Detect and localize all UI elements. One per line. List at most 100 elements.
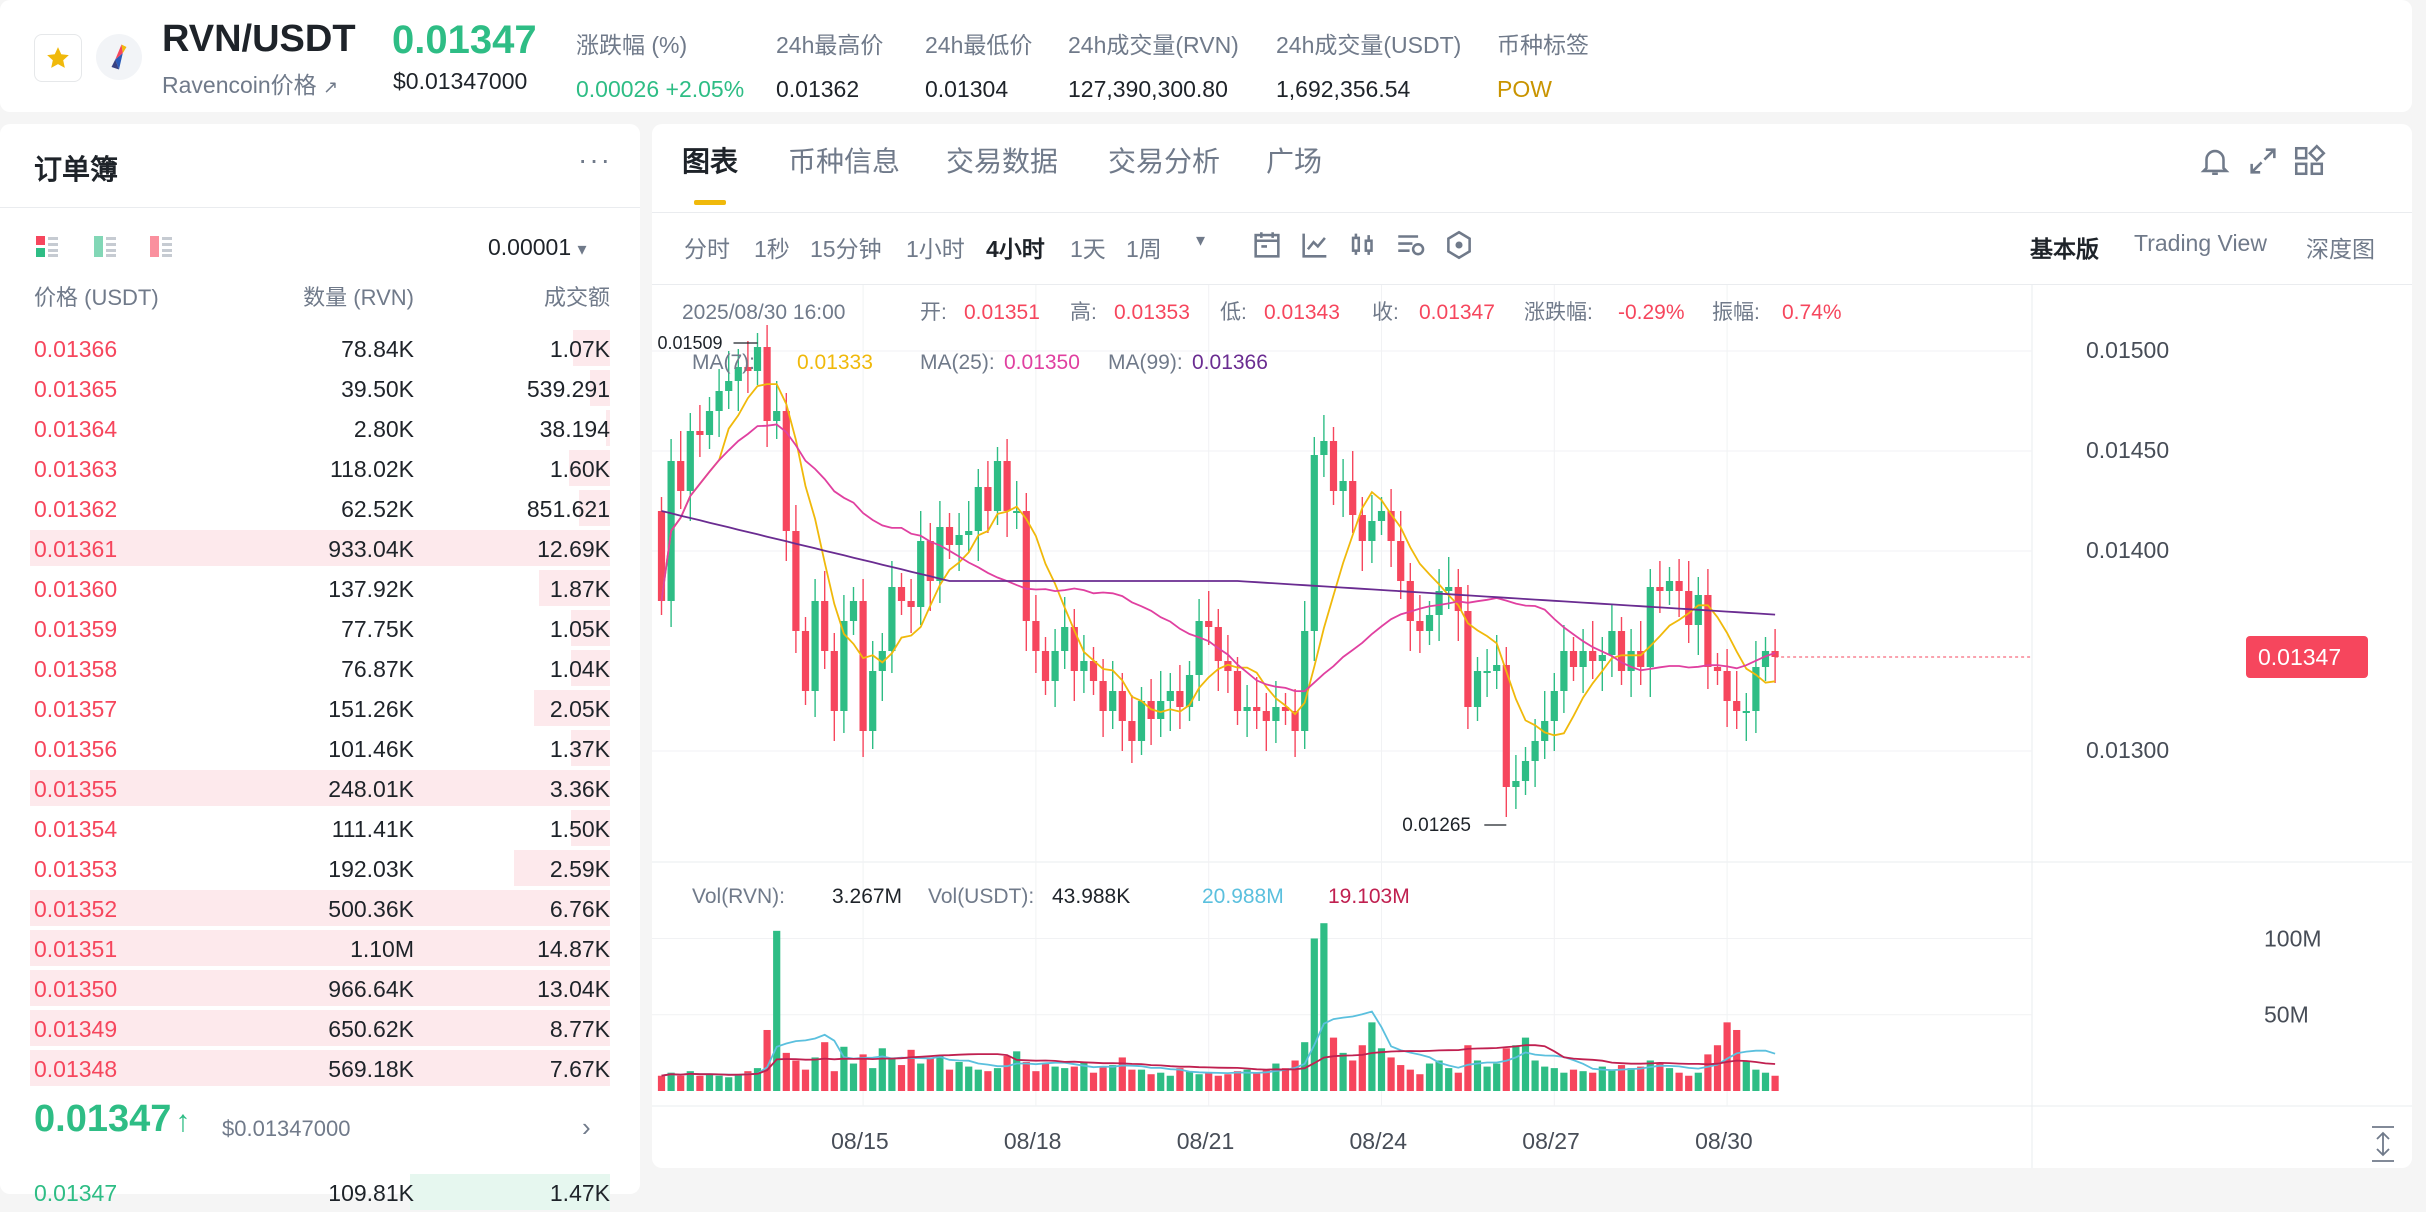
hexagon-settings-icon[interactable]	[1442, 228, 1476, 262]
candle-body	[1185, 675, 1194, 707]
active-tab-indicator	[694, 200, 726, 205]
volume-bar	[1349, 1060, 1357, 1091]
ask-row[interactable]: 0.01361 933.04K 12.69K	[0, 528, 640, 568]
ask-row[interactable]: 0.01362 62.52K 851.621	[0, 488, 640, 528]
volume-bar	[1147, 1074, 1155, 1091]
candle-body	[1329, 441, 1338, 491]
timeframe-3[interactable]: 1小时	[906, 236, 965, 262]
view-2[interactable]: 深度图	[2306, 236, 2375, 262]
ask-row[interactable]: 0.01365 39.50K 539.291	[0, 368, 640, 408]
tab-0[interactable]: 图表	[682, 146, 739, 177]
candle-body	[821, 601, 829, 651]
timeframe-4[interactable]: 4小时	[986, 236, 1045, 262]
candle-body	[1032, 621, 1040, 651]
more-options-button[interactable]: ···	[578, 144, 612, 175]
volume-bar	[1185, 1071, 1194, 1091]
ask-row[interactable]: 0.01366 78.84K 1.07K	[0, 328, 640, 368]
timeframe-2[interactable]: 15分钟	[810, 236, 882, 262]
volume-bar	[792, 1060, 800, 1091]
ask-row[interactable]: 0.01356 101.46K 1.37K	[0, 728, 640, 768]
tab-3[interactable]: 交易分析	[1108, 146, 1221, 177]
candle-body	[1118, 691, 1126, 721]
volume-bar	[1752, 1069, 1760, 1091]
tab-1[interactable]: 币种信息	[788, 146, 901, 177]
volume-bar	[888, 1057, 896, 1091]
bell-icon[interactable]	[2198, 144, 2232, 178]
timeframe-0[interactable]: 分时	[684, 236, 730, 262]
line-chart-icon[interactable]	[1298, 228, 1332, 262]
orderbook-bids-icon[interactable]	[94, 236, 116, 258]
ask-row[interactable]: 0.01363 118.02K 1.60K	[0, 448, 640, 488]
chart-settings-icon[interactable]	[1394, 228, 1428, 262]
volume-bar	[1416, 1074, 1424, 1091]
candle-body	[993, 461, 1002, 511]
volume-bar	[1243, 1069, 1251, 1091]
volume-bar	[686, 1071, 694, 1091]
ask-row[interactable]: 0.01352 500.36K 6.76K	[0, 888, 640, 928]
volume-bar	[1041, 1063, 1050, 1091]
ask-row[interactable]: 0.01351 1.10M 14.87K	[0, 928, 640, 968]
indicator-calendar-icon[interactable]	[1250, 228, 1284, 262]
ask-total: 38.194	[539, 416, 610, 442]
ask-row[interactable]: 0.01354 111.41K 1.50K	[0, 808, 640, 848]
timeframe-more-button[interactable]: ▾	[1196, 230, 1206, 250]
volume-bar	[1579, 1071, 1587, 1091]
date-tick-label: 08/27	[1522, 1128, 1580, 1154]
orderbook-both-icon[interactable]	[36, 236, 58, 258]
view-1[interactable]: Trading View	[2134, 230, 2267, 256]
ask-row[interactable]: 0.01364 2.80K 38.194	[0, 408, 640, 448]
kline-chart[interactable]: 0.01509 0.01265 0.01500 0.01450 0.01400 0.013…	[652, 285, 2412, 1168]
candle-body	[792, 531, 800, 631]
expand-icon[interactable]	[2246, 144, 2280, 178]
candle-body	[965, 531, 973, 535]
ask-price: 0.01358	[34, 656, 118, 682]
ask-row[interactable]: 0.01355 248.01K 3.36K	[0, 768, 640, 808]
ask-price: 0.01364	[34, 416, 118, 442]
orderbook-title: 订单簿	[34, 154, 119, 185]
tab-4[interactable]: 广场	[1266, 146, 1323, 177]
volume-bar	[1713, 1045, 1722, 1091]
vol-rvn-value: 3.267M	[832, 885, 902, 908]
stat-value: 0.01362	[776, 76, 860, 102]
bid-row[interactable]: 0.01347 109.81K 1.47K	[0, 1172, 640, 1212]
ask-row[interactable]: 0.01349 650.62K 8.77K	[0, 1008, 640, 1048]
volume-bar	[897, 1065, 906, 1091]
depth-bar	[30, 1050, 610, 1086]
orderbook-asks-icon[interactable]	[150, 236, 172, 258]
candle-body	[1061, 627, 1069, 651]
timeframe-6[interactable]: 1周	[1126, 236, 1162, 262]
coin-price-link[interactable]: Ravencoin价格 ↗	[162, 66, 338, 100]
ask-row[interactable]: 0.01357 151.26K 2.05K	[0, 688, 640, 728]
candle-body	[974, 487, 982, 531]
view-0[interactable]: 基本版	[2030, 236, 2099, 262]
candle-body	[1704, 595, 1712, 667]
chevron-right-icon[interactable]: ›	[582, 1112, 591, 1142]
ask-row[interactable]: 0.01350 966.64K 13.04K	[0, 968, 640, 1008]
precision-select[interactable]: 0.00001 ▾	[488, 234, 587, 261]
depth-bar	[569, 450, 610, 486]
candle-body	[1224, 661, 1232, 671]
tab-2[interactable]: 交易数据	[946, 146, 1059, 177]
favorite-button[interactable]	[34, 34, 82, 82]
ask-total: 1.50K	[549, 816, 610, 842]
timeframe-5[interactable]: 1天	[1070, 236, 1106, 262]
ask-row[interactable]: 0.01359 77.75K 1.05K	[0, 608, 640, 648]
price-tick-label: 0.01300	[2086, 737, 2169, 763]
timeframe-1[interactable]: 1秒	[754, 236, 790, 262]
candle-type-icon[interactable]	[1346, 228, 1380, 262]
candle-body	[1608, 631, 1616, 655]
volume-bar	[1464, 1045, 1472, 1091]
ask-row[interactable]: 0.01353 192.03K 2.59K	[0, 848, 640, 888]
last-price: 0.01347	[392, 18, 537, 62]
ask-row[interactable]: 0.01360 137.92K 1.87K	[0, 568, 640, 608]
volume-bar	[1099, 1066, 1107, 1091]
ask-row[interactable]: 0.01348 569.18K 7.67K	[0, 1048, 640, 1088]
candle-body	[1416, 621, 1424, 631]
ask-row[interactable]: 0.01358 76.87K 1.04K	[0, 648, 640, 688]
ask-qty: 1.10M	[350, 936, 414, 962]
candle-body	[945, 527, 954, 545]
ask-price: 0.01356	[34, 736, 118, 762]
volume-bar	[1310, 938, 1318, 1091]
layout-grid-icon[interactable]	[2292, 144, 2326, 178]
candle-body	[1013, 511, 1021, 513]
